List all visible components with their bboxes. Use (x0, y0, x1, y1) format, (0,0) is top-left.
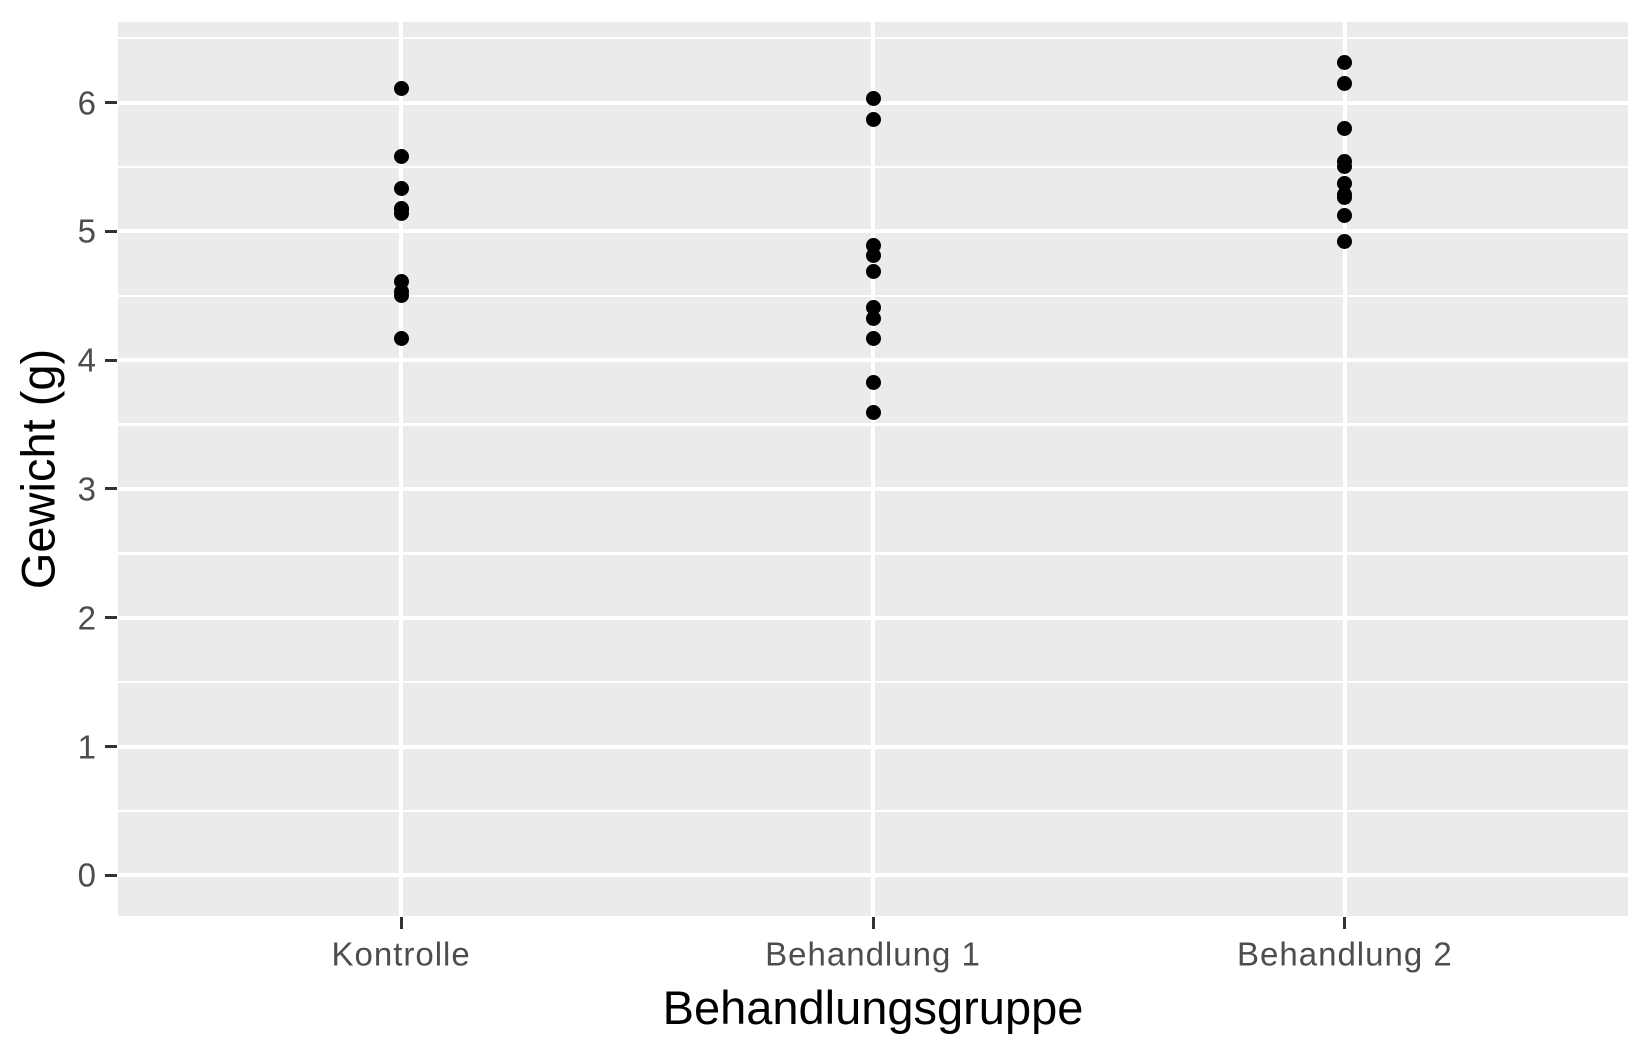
y-tick-label: 1 (77, 728, 97, 766)
y-tick-label: 0 (77, 856, 97, 894)
x-axis-tick (871, 917, 875, 929)
y-axis-tick (105, 873, 117, 877)
y-tick-label: 3 (77, 470, 97, 508)
data-point (393, 330, 409, 346)
y-tick-label: 6 (77, 84, 97, 122)
data-point (1337, 75, 1353, 91)
data-point (1337, 55, 1353, 71)
data-point (865, 330, 881, 346)
y-tick-label: 5 (77, 212, 97, 250)
x-gridline-major (1343, 22, 1347, 916)
plot-panel (118, 22, 1628, 916)
x-tick-label: Kontrolle (331, 935, 471, 973)
data-point (1337, 208, 1353, 224)
data-point (865, 238, 881, 254)
data-point (865, 299, 881, 315)
y-tick-label: 2 (77, 599, 97, 637)
data-point (393, 181, 409, 197)
data-point (865, 111, 881, 127)
y-axis-tick (105, 101, 117, 105)
data-point (865, 311, 881, 327)
x-gridline-major (871, 22, 875, 916)
data-point (1337, 120, 1353, 136)
y-axis-title: Gewicht (g) (11, 348, 65, 590)
data-point (865, 405, 881, 421)
data-point (865, 263, 881, 279)
data-point (393, 284, 409, 300)
y-axis-tick (105, 616, 117, 620)
data-point (865, 91, 881, 107)
x-axis-title: Behandlungsgruppe (662, 981, 1084, 1034)
y-axis-tick (105, 229, 117, 233)
data-point (1337, 190, 1353, 206)
x-tick-label: Behandlung 1 (765, 935, 981, 973)
data-point (393, 149, 409, 165)
y-axis-tick (105, 358, 117, 362)
data-point (393, 205, 409, 221)
x-axis-tick (399, 917, 403, 929)
data-point (1337, 234, 1353, 250)
data-point (393, 80, 409, 96)
data-point (865, 374, 881, 390)
x-tick-label: Behandlung 2 (1237, 935, 1453, 973)
x-axis-tick (1343, 917, 1347, 929)
x-gridline-major (399, 22, 403, 916)
y-axis-tick (105, 487, 117, 491)
data-point (1337, 159, 1353, 175)
y-tick-label: 4 (77, 341, 97, 379)
y-axis-tick (105, 745, 117, 749)
